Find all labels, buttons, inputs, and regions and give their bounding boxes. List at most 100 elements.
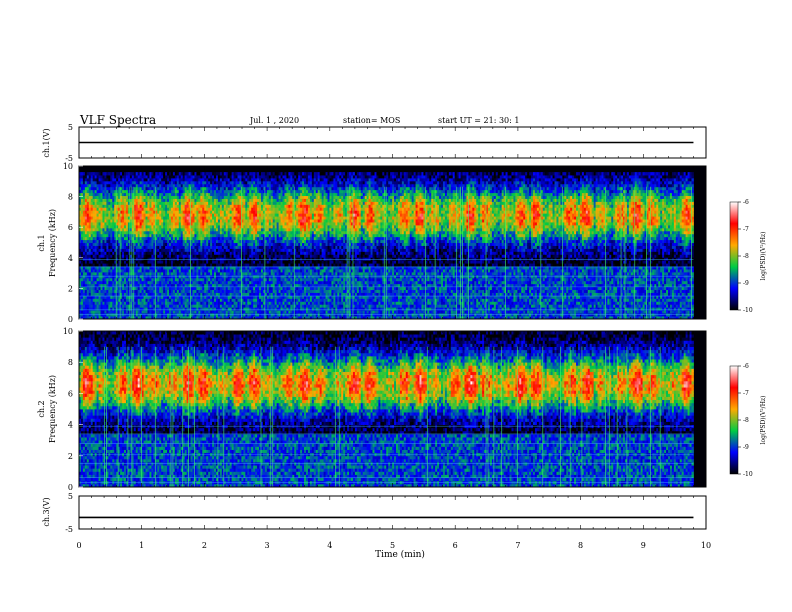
spectrogram-cell [102, 269, 105, 273]
spectrogram-cell [110, 254, 113, 258]
spectrogram-cell [79, 254, 82, 258]
spectrogram-cell [153, 289, 156, 293]
spectrogram-cell [88, 286, 92, 291]
spectrogram-cell [112, 195, 115, 199]
spectrogram-cell [131, 286, 135, 291]
spectrogram-cell [108, 198, 111, 202]
spectrogram-cell [114, 227, 117, 232]
spectrogram-cell [118, 298, 121, 302]
spectrogram-cell [141, 195, 144, 199]
spectrogram-cell [122, 254, 125, 258]
spectrogram-cell [141, 254, 144, 258]
spectrogram-cell [129, 292, 133, 296]
spectrogram-cell [94, 286, 98, 291]
spectrogram-cell [80, 192, 84, 197]
spectrogram-cell [79, 210, 82, 214]
spectrogram-cell [155, 295, 158, 299]
spectrogram-cell [147, 213, 150, 217]
spectrogram-cell [80, 316, 84, 319]
spectrogram-cell [90, 195, 94, 199]
spectrogram-cell [114, 242, 117, 246]
spectrogram-cell [125, 295, 129, 299]
spectrogram-cell [96, 260, 99, 264]
spectrogram-cell [147, 195, 150, 199]
spectrogram-cell [153, 277, 156, 282]
spectrogram-cell [147, 230, 150, 235]
spectrogram-cell [79, 280, 82, 285]
spectrogram-cell [149, 219, 152, 223]
spectrogram-cell [102, 263, 105, 267]
spectrogram-cell [125, 189, 129, 194]
spectrogram-cell [100, 286, 103, 291]
spectrogram-cell [157, 248, 160, 252]
spectrogram-cell [149, 304, 152, 308]
spectrogram-cell [137, 175, 141, 179]
spectrogram-cell [84, 277, 88, 282]
spectrogram-cell [84, 204, 88, 208]
spectrogram-cell [96, 298, 99, 302]
spectrogram-cell [141, 233, 144, 238]
spectrogram-cell [147, 219, 150, 223]
spectrogram-cell [153, 207, 156, 211]
spectrogram-cell [98, 198, 101, 202]
spectrogram-cell [133, 198, 137, 202]
spectrogram-cell [124, 172, 127, 176]
spectrogram-cell [129, 295, 133, 299]
spectrogram-cell [82, 239, 86, 244]
spectrogram-cell [116, 189, 119, 194]
spectrogram-cell [124, 289, 127, 293]
spectrogram-cell [94, 239, 98, 244]
spectrogram-cell [90, 248, 94, 252]
spectrogram-cell [88, 177, 92, 182]
spectrogram-cell [165, 216, 168, 220]
spectrogram-cell [102, 242, 105, 246]
spectrogram-cell [167, 186, 170, 191]
spectrogram-cell [104, 172, 107, 176]
spectrogram-cell [112, 283, 115, 288]
spectrogram-cell [135, 236, 139, 241]
spectrogram-cell [149, 213, 152, 217]
spectrogram-cell [88, 263, 92, 267]
spectrogram-cell [118, 269, 121, 273]
spectrogram-cell [82, 222, 86, 226]
spectrogram-cell [137, 224, 141, 229]
spectrogram-cell [141, 242, 144, 246]
spectrogram-cell [102, 283, 105, 288]
spectrogram-cell [94, 210, 98, 214]
spectrogram-cell [114, 210, 117, 214]
spectrogram-cell [125, 195, 129, 199]
spectrogram-cell [118, 307, 121, 311]
spectrogram-cell [100, 271, 103, 276]
spectrogram-cell [127, 183, 131, 188]
spectrogram-cell [92, 236, 96, 241]
spectrogram-cell [122, 242, 125, 246]
spectrogram-cell [82, 172, 86, 176]
spectrogram-cell [88, 316, 92, 319]
spectrogram-cell [96, 310, 99, 314]
spectrogram-cell [163, 189, 166, 194]
spectrogram-cell [167, 204, 170, 208]
spectrogram-cell [110, 210, 113, 214]
spectrogram-cell [141, 213, 144, 217]
spectrogram-cell [112, 313, 115, 317]
spectrogram-cell [133, 289, 137, 293]
spectrogram-cell [79, 204, 82, 208]
spectrogram-cell [110, 207, 113, 211]
spectrogram-cell [112, 245, 115, 249]
spectrogram-cell [125, 239, 129, 244]
spectrogram-cell [145, 277, 148, 282]
spectrogram-cell [127, 198, 131, 202]
spectrogram-cell [112, 289, 115, 293]
spectrogram-cell [92, 227, 96, 232]
spectrogram-cell [80, 207, 84, 211]
spectrogram-cell [92, 195, 96, 199]
spectrogram-cell [116, 283, 119, 288]
spectrogram-cell [143, 213, 146, 217]
spectrogram-cell [137, 289, 141, 293]
spectrogram-cell [94, 192, 98, 197]
spectrogram-cell [98, 242, 101, 246]
spectrogram-cell [145, 269, 148, 273]
spectrogram-cell [157, 304, 160, 308]
spectrogram-cell [143, 224, 146, 229]
spectrogram-cell [147, 175, 150, 179]
